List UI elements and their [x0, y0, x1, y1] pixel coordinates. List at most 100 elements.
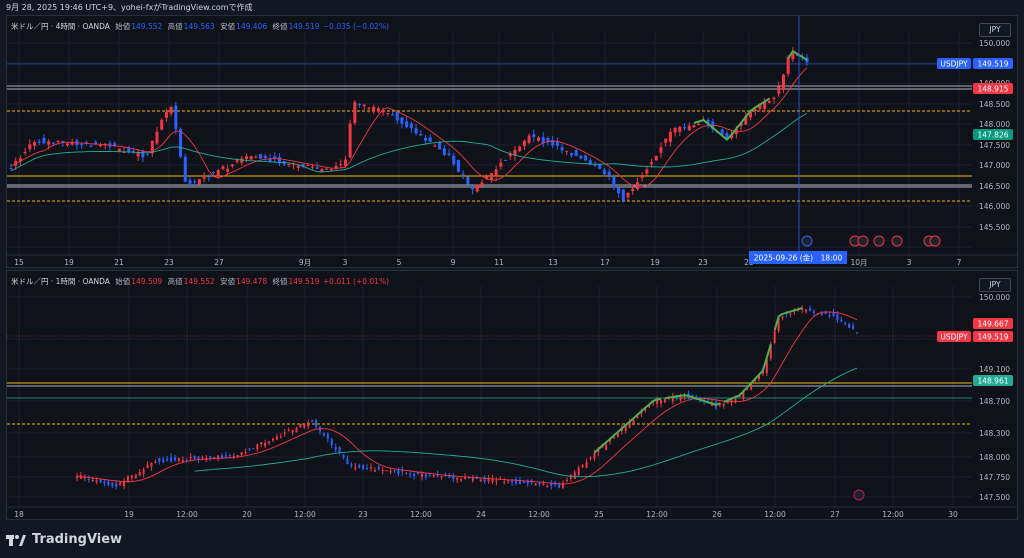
footer: TradingView — [0, 522, 1024, 558]
candle-body — [419, 133, 423, 136]
candle-body — [264, 442, 267, 447]
signal-line — [664, 394, 721, 406]
candle-body — [181, 460, 184, 462]
time-tick-label: 11 — [494, 258, 504, 267]
candle-body — [420, 473, 423, 477]
candle-body — [538, 482, 541, 485]
candle-body — [326, 433, 329, 439]
candle-body — [295, 427, 298, 432]
candle-body — [131, 151, 135, 153]
candle-body — [683, 395, 686, 398]
candle-body — [409, 473, 412, 475]
candle-body — [381, 109, 385, 113]
candle-body — [47, 141, 51, 145]
ma-long-line — [194, 367, 858, 478]
economic-event-icon — [801, 235, 813, 247]
candle-body — [758, 103, 762, 109]
time-tick-label: 13 — [548, 258, 558, 267]
candle-body — [550, 482, 553, 486]
chart-pane-1h[interactable]: 150.000149.500149.100148.700148.300148.0… — [6, 270, 1018, 520]
candle-body — [414, 128, 418, 134]
candle-body — [769, 344, 772, 359]
candle-body — [577, 467, 580, 475]
candle-body — [436, 474, 439, 477]
candle-body — [193, 455, 196, 459]
candle-body — [511, 480, 514, 483]
time-tick-label: 9 — [451, 258, 456, 267]
candle-body — [342, 454, 345, 458]
signal-line — [773, 307, 803, 331]
price-tick-label: 148.000 — [979, 453, 1010, 462]
price-label-text: 148.915 — [977, 85, 1008, 94]
time-tick-label: 21 — [114, 258, 124, 267]
candle-body — [616, 432, 619, 437]
candle-body — [499, 162, 503, 167]
candle-body — [467, 477, 470, 479]
candle-body — [51, 142, 55, 144]
ohlc-legend-4h: 米ドル／円 · 4時間 · OANDA 始値149.552 高値149.563 … — [11, 21, 389, 32]
candle-body — [761, 371, 764, 374]
candle-body — [119, 481, 122, 485]
chart-canvas-4h[interactable]: 150.000149.500149.000148.500148.000147.5… — [7, 16, 1018, 268]
candle-body — [146, 464, 149, 468]
candle-body — [852, 325, 855, 329]
candle-body — [836, 313, 839, 321]
time-tick-label: 27 — [214, 258, 224, 267]
candle-body — [753, 109, 757, 112]
price-label-box — [937, 331, 971, 342]
candle-body — [307, 422, 310, 427]
candle-body — [485, 176, 489, 180]
signal-line — [593, 397, 662, 454]
candle-body — [160, 119, 164, 130]
candle-body — [202, 176, 206, 179]
candle-body — [781, 316, 784, 319]
candle-body — [315, 420, 318, 428]
candle-body — [428, 137, 432, 142]
candle-body — [216, 170, 220, 177]
candle-body — [162, 459, 165, 462]
close-label: 終値 — [272, 22, 288, 31]
candle-body — [495, 480, 498, 482]
tradingview-logo[interactable]: TradingView — [6, 532, 122, 547]
candle-body — [659, 147, 663, 153]
low-value: 149.406 — [236, 22, 268, 31]
candle-body — [726, 401, 729, 404]
chart-canvas-1h[interactable]: 150.000149.500149.100148.700148.300148.0… — [7, 271, 1018, 520]
candle-body — [350, 464, 353, 466]
candle-body — [507, 480, 510, 482]
candle-body — [487, 478, 490, 482]
candle-body — [644, 409, 647, 411]
currency-button-4h[interactable]: JPY — [979, 23, 1011, 37]
candle-body — [260, 442, 263, 445]
economic-event-icon — [929, 235, 941, 247]
currency-button-1h[interactable]: JPY — [979, 278, 1011, 292]
candle-body — [98, 145, 102, 147]
candle-body — [268, 158, 272, 163]
candle-body — [720, 129, 724, 135]
candle-body — [828, 315, 831, 317]
candle-body — [393, 470, 396, 472]
candle-body — [781, 74, 785, 90]
candle-body — [339, 163, 343, 165]
candle-body — [632, 419, 635, 424]
candle-body — [400, 117, 404, 124]
candle-body — [232, 456, 235, 458]
time-tick-label: 19 — [64, 258, 74, 267]
candle-body — [432, 475, 435, 477]
price-tick-label: 148.500 — [979, 100, 1010, 109]
candle-body — [197, 456, 200, 460]
chart-pane-4h[interactable]: 150.000149.500149.000148.500148.000147.5… — [6, 15, 1018, 268]
price-label-box — [973, 129, 1013, 140]
candle-body — [179, 129, 183, 157]
time-tick-label: 30 — [948, 510, 958, 519]
candle-body — [185, 459, 188, 461]
candle-body — [322, 433, 325, 436]
price-tick-label: 148.300 — [979, 429, 1010, 438]
candle-body — [338, 447, 341, 454]
candle-body — [343, 159, 347, 166]
candle-body — [291, 430, 294, 433]
economic-event-icon — [891, 235, 903, 247]
low-value: 149.478 — [236, 277, 268, 286]
candle-body — [189, 456, 192, 459]
candle-body — [99, 479, 102, 483]
